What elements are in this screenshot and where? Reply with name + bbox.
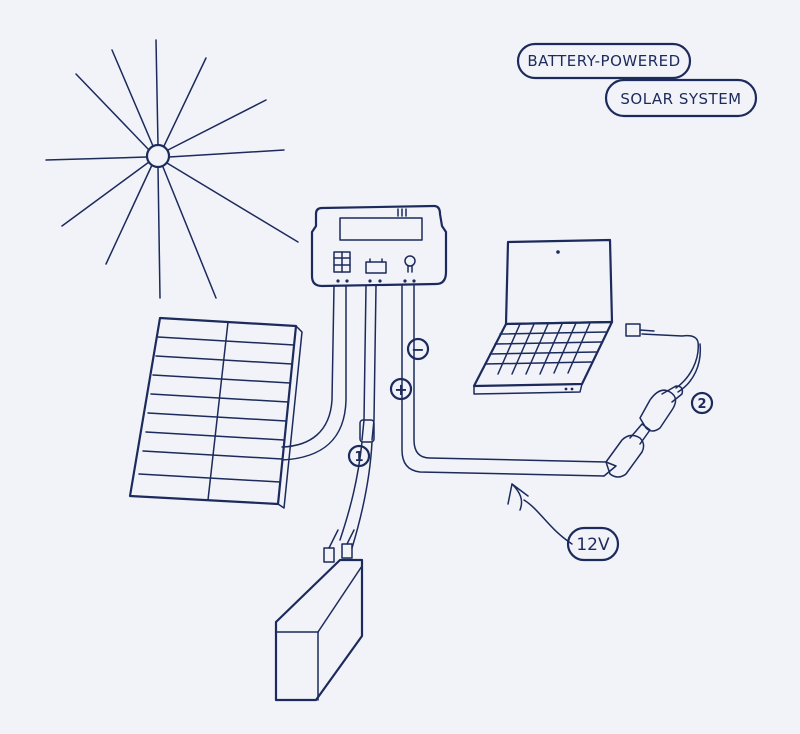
sun-icon bbox=[45, 39, 299, 299]
usb-plug-icon bbox=[625, 323, 641, 337]
adapter-number: 2 bbox=[697, 397, 706, 412]
title-line1-bubble: BATTERY-POWERED bbox=[516, 42, 692, 80]
car-adapter-icon: 2 bbox=[605, 323, 714, 478]
title-line2-bubble: SOLAR SYSTEM bbox=[604, 78, 758, 118]
fuse-icon bbox=[359, 419, 375, 443]
battery-icon bbox=[274, 529, 364, 702]
charge-controller bbox=[310, 204, 448, 288]
voltage-annotation: 12V bbox=[507, 483, 620, 562]
solar-panel-icon bbox=[128, 316, 303, 509]
voltage-label: 12V bbox=[576, 535, 610, 555]
fuse-number: 1 bbox=[354, 450, 363, 465]
load-cable: − + bbox=[389, 285, 617, 477]
laptop-keyboard bbox=[484, 322, 607, 375]
battery-terminal-positive bbox=[341, 543, 353, 559]
panel-symbol-icon bbox=[333, 251, 351, 273]
laptop-icon bbox=[472, 238, 614, 395]
positive-sign: + bbox=[394, 380, 407, 399]
battery-symbol-icon bbox=[365, 258, 387, 274]
title-line1: BATTERY-POWERED bbox=[527, 52, 680, 70]
negative-sign: − bbox=[411, 340, 424, 359]
panel-cable bbox=[281, 285, 347, 461]
bulb-symbol-icon bbox=[404, 255, 416, 273]
title-line2: SOLAR SYSTEM bbox=[620, 90, 741, 108]
battery-cable: 1 bbox=[339, 285, 377, 549]
controller-display bbox=[339, 217, 423, 241]
battery-terminal-negative bbox=[323, 547, 335, 563]
